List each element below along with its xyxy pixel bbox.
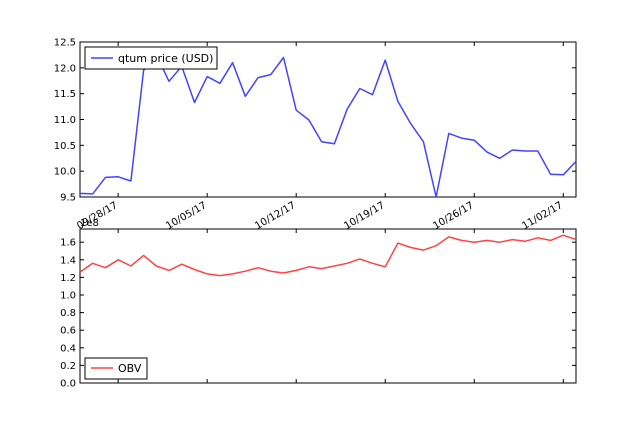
price-legend-box [84,46,218,70]
x-tick-label: 10/19/17 [342,200,386,232]
obv-y-tick-label: 0.4 [60,343,76,354]
obv-y-tick-label: 0.6 [60,326,76,337]
obv-y-ticks: 0.0 0.2 0.4 0.6 0.8 1.0 1.2 1.4 1.6 [60,229,576,390]
obv-y-tick-label: 1.0 [60,291,76,302]
price-y-tick-label: 11.5 [54,89,76,100]
obv-series-lines [79,234,577,277]
price-y-tick-label: 12.5 [54,38,76,49]
obv-series-line [79,234,577,277]
price-y-tick-label: 10.0 [54,167,76,178]
price-panel: 9.510.010.511.011.512.012.5 09/28/17 10/0… [54,38,577,232]
obv-y-tick-label: 0.2 [60,361,76,372]
x-tick-label: 11/02/17 [520,200,564,232]
obv-legend: OBV [84,357,148,380]
obv-legend-label: OBV [118,362,142,375]
price-y-tick-label: 11.0 [54,115,76,126]
price-legend-label: qtum price (USD) [118,52,213,65]
obv-y-tick-label: 1.4 [60,255,76,266]
price-y-ticks: 9.5 10.0 10.5 11.0 11.5 12.0 12.5 [54,38,576,204]
obv-offset-label: 1e8 [80,218,99,229]
x-tick-label: 10/12/17 [253,200,297,232]
obv-panel: 1e8 0.0 0.2 0.4 0.6 0.8 1.0 1.2 1.4 1.6 OBV [60,218,577,390]
obv-y-tick-label: 0.8 [60,308,76,319]
price-y-tick-label: 12.0 [54,63,76,74]
obv-plot-frame [79,228,577,384]
obv-y-tick-label: 0.0 [60,379,76,390]
price-legend: qtum price (USD) [84,46,218,70]
price-y-tick-label: 10.5 [54,141,76,152]
price-y-tick-label: 9.5 [60,193,76,204]
x-tick-label: 10/05/17 [164,200,208,232]
obv-legend-box [84,357,148,380]
x-tick-label: 10/26/17 [431,200,475,232]
obv-y-tick-label: 1.6 [60,238,76,249]
obv-y-tick-label: 1.2 [60,273,76,284]
